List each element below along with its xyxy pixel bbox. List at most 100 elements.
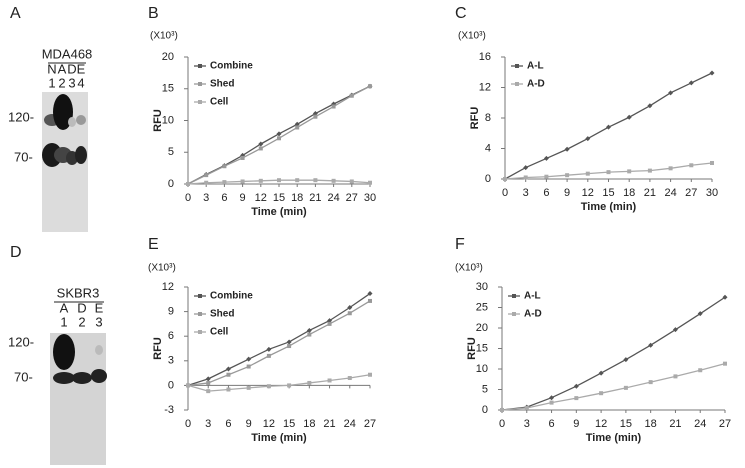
band [66,151,78,165]
point [276,131,282,137]
point [524,405,529,410]
point [287,344,292,349]
mw-marker: 70- [14,149,33,164]
x-tick-label: 27 [719,418,731,430]
y-tick-label: 6 [168,330,174,342]
point [277,136,281,141]
point [186,182,190,186]
legend-marker [515,82,519,86]
band [53,94,73,130]
point [668,90,674,96]
x-tick-label: 24 [664,187,676,199]
legend-label: Cell [210,327,229,338]
y-tick-label: 30 [476,281,488,293]
point [204,180,209,185]
x-tick-label: 15 [620,418,632,430]
y-tick-label: 0 [168,178,174,190]
point [313,178,318,183]
point [672,327,678,333]
legend-label: Combine [210,291,253,302]
y-tick-label: 25 [476,301,488,313]
point [331,178,336,183]
point [626,114,632,120]
point [295,178,300,183]
band [76,115,86,125]
point [307,380,312,385]
x-tick-label: 24 [344,418,356,430]
y-tick-label: 16 [479,51,491,63]
chart: C (X10³) RFU Time (min) 0 4 8 12 16 0 3 6 9 12 15 18 21 2… [455,5,718,213]
point [623,385,628,390]
band [68,117,76,127]
lane-label: A [60,300,69,315]
y-tick-label: 10 [476,363,488,375]
lane-number: 1 [48,75,55,90]
y-tick-label: 5 [482,383,488,395]
legend-marker [198,82,202,86]
y-tick-label: 5 [168,146,174,158]
x-tick-label: 18 [291,192,303,204]
point [246,385,251,390]
point [647,103,653,109]
series-line [501,363,726,411]
point [226,387,231,392]
point [598,370,604,376]
panel-letter: C [455,5,467,22]
legend-label: Cell [210,97,229,108]
y-tick-label: -3 [164,404,174,416]
cell-line: SKBR3 [57,285,100,300]
y-tick-label: 9 [168,306,174,318]
lane-label: E [77,61,86,76]
point [266,353,271,358]
point [709,70,715,76]
point [295,125,300,130]
point [186,383,190,388]
point [523,165,529,171]
x-tick-label: 9 [573,418,579,430]
lane-number: 4 [77,75,84,90]
x-tick-label: 12 [255,192,267,204]
panel-letter: B [148,5,159,22]
x-tick-label: 12 [582,187,594,199]
point [585,171,590,176]
unit-label: (X10³) [455,263,483,274]
lane-number: 3 [68,75,75,90]
x-tick-label: 6 [548,418,554,430]
point [206,380,211,385]
point [368,84,372,89]
point [222,180,227,185]
x-tick-label: 0 [499,418,505,430]
point [367,291,373,297]
x-tick-label: 9 [246,418,252,430]
legend-marker [198,294,202,298]
x-tick-label: 18 [303,418,315,430]
point [368,180,372,185]
blot-a [42,62,88,232]
point [205,376,211,382]
x-tick-label: 6 [221,192,227,204]
point [266,346,272,352]
legend-label: Combine [210,61,253,72]
y-axis-title: RFU [466,337,478,360]
point [349,93,354,98]
y-tick-label: 0 [482,404,488,416]
band [95,345,103,355]
point [673,374,678,379]
legend-marker [512,312,516,316]
point [574,396,579,401]
point [246,356,252,362]
lane-number: 2 [78,314,85,329]
unit-label: (X10³) [458,31,486,42]
x-axis-title: Time (min) [251,206,307,218]
legend-marker [198,312,202,316]
point [368,372,372,377]
point [585,136,591,142]
band [53,334,75,370]
point [648,380,653,385]
point [307,332,312,337]
legend-label: A-L [527,61,544,72]
y-tick-label: 12 [479,81,491,93]
y-tick-label: 0 [168,379,174,391]
point [222,164,227,169]
